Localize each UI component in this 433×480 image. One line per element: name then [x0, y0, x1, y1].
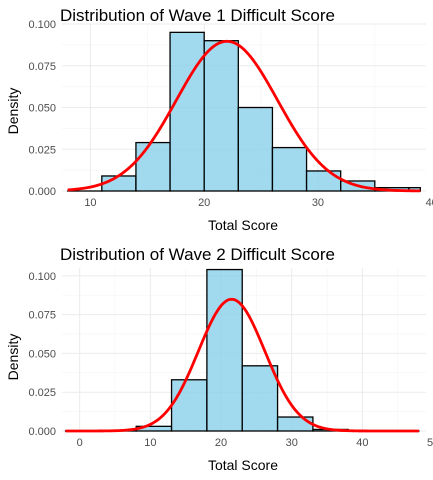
y-tick-label: 0.075: [28, 61, 56, 73]
x-tick-label: 50: [427, 437, 433, 449]
y-tick-label: 0.025: [28, 144, 56, 156]
y-axis-ticks: 0.000 0.025 0.050 0.075 0.100: [28, 271, 56, 438]
x-tick-label: 30: [286, 437, 298, 449]
y-tick-label: 0.100: [28, 19, 56, 31]
histogram-bar: [135, 141, 171, 192]
x-axis-title: Total Score: [208, 457, 278, 473]
x-tick-label: 40: [426, 197, 433, 209]
histogram-bar: [305, 170, 342, 192]
x-tick-label: 10: [84, 197, 96, 209]
histogram-bar: [206, 268, 243, 432]
chart-wave-2: Distribution of Wave 2 Difficult Score 0…: [5, 245, 433, 473]
y-tick-label: 0.050: [28, 348, 56, 360]
x-tick-label: 0: [77, 437, 83, 449]
histogram-bars: [64, 268, 420, 432]
x-axis-title: Total Score: [208, 217, 278, 233]
chart-wave-1: Distribution of Wave 1 Difficult Score 0…: [5, 6, 433, 233]
histogram-bar: [241, 365, 279, 432]
histogram-bar: [170, 379, 208, 432]
y-tick-label: 0.050: [28, 103, 56, 115]
y-axis-ticks: 0.000 0.025 0.050 0.075 0.100: [28, 19, 56, 198]
histogram-bar: [203, 40, 239, 192]
y-axis-title: Density: [5, 88, 21, 135]
x-tick-label: 30: [312, 197, 324, 209]
y-tick-label: 0.100: [28, 271, 56, 283]
x-tick-label: 40: [356, 437, 368, 449]
histogram-bar: [237, 106, 274, 192]
x-tick-label: 20: [198, 197, 210, 209]
x-axis-ticks: 0 10 20 30 40 50: [77, 437, 433, 449]
x-tick-label: 10: [144, 437, 156, 449]
chart-title: Distribution of Wave 2 Difficult Score: [60, 245, 335, 264]
y-tick-label: 0.075: [28, 310, 56, 322]
chart-title: Distribution of Wave 1 Difficult Score: [60, 6, 335, 25]
density-curve: [67, 39, 421, 193]
x-tick-label: 20: [215, 437, 227, 449]
density-curve: [65, 297, 419, 433]
x-axis-ticks: 10 20 30 40: [84, 197, 433, 209]
histogram-bar: [169, 31, 205, 192]
histogram-bars: [67, 31, 421, 192]
histogram-bar: [271, 146, 308, 192]
histogram-bar: [276, 416, 314, 432]
y-tick-label: 0.025: [28, 387, 56, 399]
y-tick-label: 0.000: [28, 426, 56, 438]
y-axis-title: Density: [5, 334, 21, 381]
y-tick-label: 0.000: [28, 186, 56, 198]
